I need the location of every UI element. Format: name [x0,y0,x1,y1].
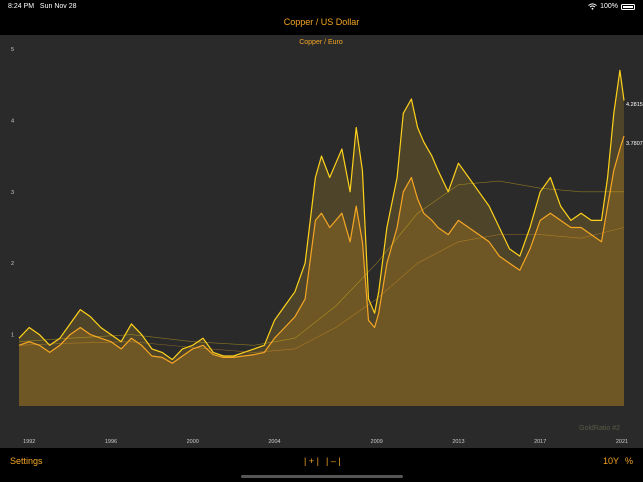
y-tick-label: 1 [11,333,14,339]
x-tick-label: 1992 [23,439,35,445]
last-value-eur: 3.7807 [626,141,643,147]
wifi-icon [588,3,597,10]
x-tick-label: 1996 [105,439,117,445]
home-indicator [241,475,403,478]
series-line-usd [18,69,625,361]
x-tick-label: 2017 [534,439,546,445]
y-tick-label: 4 [11,118,14,124]
series-area-usd [19,70,624,407]
last-value-usd: 4.2815 [626,102,643,108]
x-tick-label: 2004 [268,439,280,445]
series-line-usd_avg [18,180,624,346]
x-tick-label: 2013 [452,439,464,445]
settings-button[interactable]: Settings [10,456,43,466]
y-tick-label: 3 [11,190,14,196]
range-button[interactable]: 10Y [603,456,620,466]
series-area-eur [19,136,624,406]
x-tick-label: 2009 [371,439,383,445]
page-title: Copper / US Dollar [283,17,360,27]
x-tick-label: 2021 [616,439,628,445]
battery-icon [621,3,635,10]
chart-subtitle[interactable]: Copper / Euro [299,39,343,46]
chart-watermark: GoldRatio #2 [579,425,620,432]
y-tick-label: 5 [11,47,14,53]
battery-percent: 100% [600,3,618,10]
zoom-in-button[interactable]: | + | [304,456,319,466]
zoom-out-button[interactable]: | – | [326,456,341,466]
series-line-eur [18,135,625,364]
y-tick-label: 2 [11,261,14,267]
price-chart[interactable]: 1 2 3 4 5 1992 1996 2000 2004 2009 2013 2017 2021 Co… [0,35,643,448]
percent-button[interactable]: % [625,456,634,466]
status-time: 8:24 PM Sun Nov 28 [8,3,77,10]
x-tick-label: 2000 [187,439,199,445]
chart-area[interactable]: 1 2 3 4 5 1992 1996 2000 2004 2009 2013 2017 2021 Co… [0,35,643,448]
status-bar: 8:24 PM Sun Nov 28 100% [0,0,643,14]
status-right: 100% [588,3,635,10]
series-line-eur_avg [18,227,625,353]
